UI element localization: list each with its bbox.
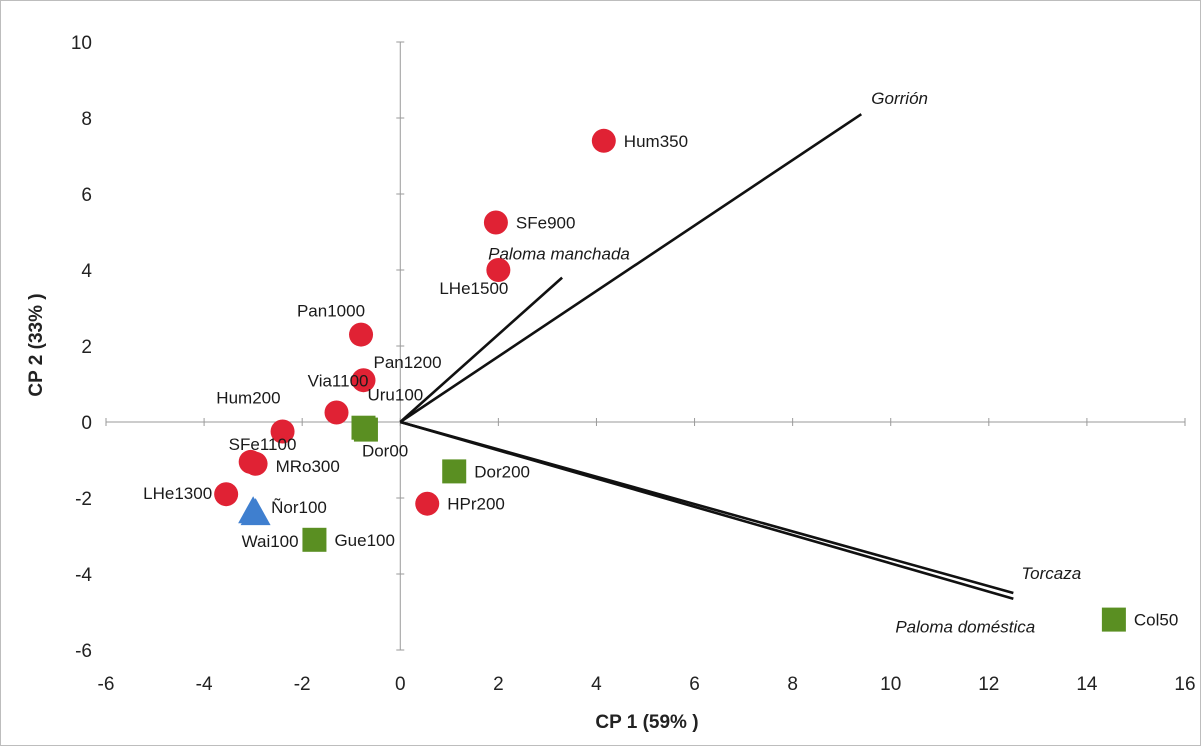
data-point-square [442, 459, 467, 484]
x-tick-label: 2 [493, 674, 504, 695]
point-label: SFe1100 [229, 435, 297, 454]
point-label: Ñor100 [271, 498, 327, 517]
point-label: Dor200 [474, 462, 530, 481]
data-point-circle [591, 128, 616, 153]
y-tick-label: -6 [75, 641, 92, 662]
x-tick-label: 14 [1076, 674, 1098, 695]
y-axis-title: CP 2 (33% ) [26, 293, 47, 396]
x-tick-label: 0 [395, 674, 406, 695]
loading-vector [399, 276, 563, 423]
vector-label: Paloma manchada [488, 245, 630, 264]
y-tick-label: 8 [81, 109, 92, 130]
x-axis-title: CP 1 (59% ) [595, 712, 698, 733]
point-label: LHe1500 [439, 279, 508, 298]
point-label: Pan1000 [297, 302, 365, 321]
x-tick-label: -4 [196, 674, 213, 695]
point-label: Via1100 [308, 372, 369, 391]
point-label: Hum200 [216, 389, 280, 408]
x-tick-label: 8 [787, 674, 798, 695]
vector-label: Torcaza [1021, 564, 1081, 583]
x-tick-label: -2 [294, 674, 311, 695]
data-point-circle [243, 451, 268, 476]
point-label: Gue100 [334, 531, 395, 550]
point-label: SFe900 [516, 214, 576, 233]
point-label: Hum350 [624, 132, 688, 151]
x-tick-label: 12 [978, 674, 999, 695]
y-tick-label: -4 [75, 565, 92, 586]
loading-vector [399, 420, 1014, 600]
data-point-triangle [240, 498, 271, 526]
x-tick-label: 16 [1174, 674, 1195, 695]
data-point-square [353, 417, 378, 442]
y-tick-label: 10 [71, 33, 92, 54]
y-tick-label: 0 [81, 413, 92, 434]
data-point-circle [483, 210, 508, 235]
y-tick-label: -2 [75, 489, 92, 510]
x-tick-label: -6 [98, 674, 115, 695]
point-label: HPr200 [447, 495, 505, 514]
data-point-circle [324, 400, 349, 425]
y-tick-label: 4 [81, 261, 92, 282]
x-tick-label: 4 [591, 674, 602, 695]
vector-label: Gorrión [871, 89, 928, 108]
point-label: Dor00 [362, 442, 408, 461]
loading-vector [399, 113, 863, 424]
data-point-square [302, 527, 327, 552]
point-label: Pan1200 [373, 353, 441, 372]
data-point-square [1101, 607, 1126, 632]
point-label: Uru100 [367, 386, 423, 405]
y-tick-label: 6 [81, 185, 92, 206]
y-tick-label: 2 [81, 337, 92, 358]
point-label: Wai100 [242, 532, 299, 551]
data-point-circle [351, 368, 376, 393]
data-point-circle [270, 419, 295, 444]
point-label: MRo300 [276, 457, 340, 476]
vector-label: Paloma doméstica [895, 618, 1035, 637]
data-point-circle [486, 258, 511, 282]
data-point-circle [349, 322, 374, 347]
x-tick-label: 6 [689, 674, 700, 695]
point-label: LHe1300 [143, 484, 212, 503]
point-label: Col50 [1134, 611, 1178, 630]
data-point-circle [214, 482, 239, 507]
data-point-circle [415, 491, 440, 516]
x-tick-label: 10 [880, 674, 901, 695]
